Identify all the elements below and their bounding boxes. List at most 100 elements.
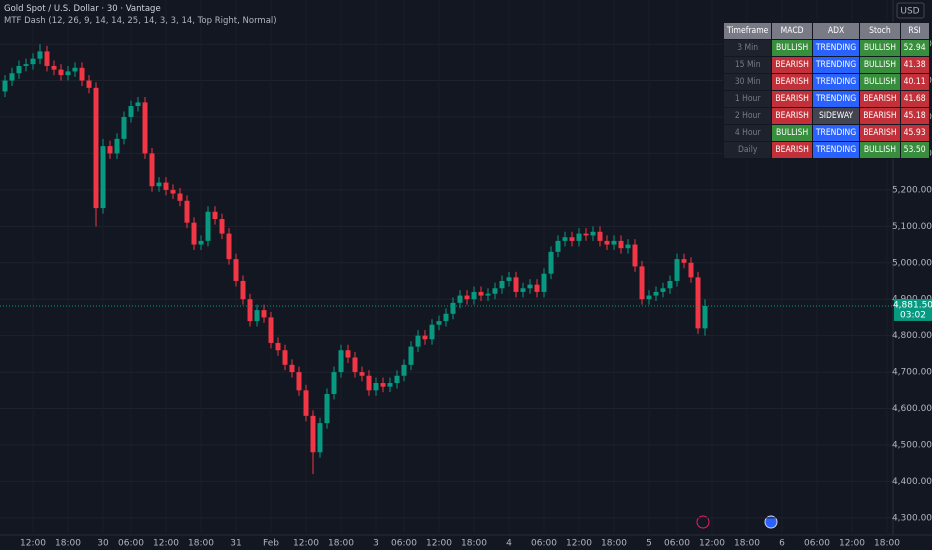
candle-body bbox=[576, 233, 582, 241]
candle-body bbox=[100, 146, 106, 209]
candle-body bbox=[380, 383, 386, 387]
signal-cell: BEARISH bbox=[771, 90, 813, 108]
dashboard-header-cell: ADX bbox=[811, 22, 861, 40]
x-tick-label: 31 bbox=[230, 539, 241, 549]
candle-body bbox=[415, 335, 421, 347]
y-tick-label: 4,500.00 bbox=[892, 440, 932, 450]
signal-cell: BULLISH bbox=[859, 56, 901, 74]
candle-body bbox=[331, 372, 337, 394]
dashboard-row: 4 Hour BULLISH TRENDING BEARISH 45.93 bbox=[722, 124, 930, 142]
candle-body bbox=[240, 280, 246, 300]
candle-body bbox=[569, 237, 575, 241]
candle-body bbox=[198, 240, 204, 245]
candle-body bbox=[464, 295, 470, 300]
candle-body bbox=[373, 383, 379, 391]
candle-body bbox=[184, 200, 190, 223]
timeframe-cell: 1 Hour bbox=[722, 90, 773, 108]
x-tick-label: 06:00 bbox=[804, 539, 830, 549]
candle-body bbox=[604, 240, 610, 245]
candle-body bbox=[681, 259, 687, 263]
candle-body bbox=[443, 313, 449, 322]
candle-body bbox=[555, 240, 561, 252]
timeframe-cell: 3 Min bbox=[722, 39, 773, 57]
signal-cell: TRENDING bbox=[811, 124, 861, 142]
x-tick-label: 18:00 bbox=[734, 539, 760, 549]
candle-body bbox=[142, 102, 148, 154]
dashboard-row: 30 Min BEARISH TRENDING BULLISH 40.11 bbox=[722, 73, 930, 91]
candle-body bbox=[639, 266, 645, 300]
candle-body bbox=[177, 193, 183, 201]
signal-cell: BULLISH bbox=[859, 73, 901, 91]
dashboard-header-cell: RSI bbox=[899, 22, 930, 40]
candle-body bbox=[135, 102, 141, 107]
dashboard-row: 1 Hour BEARISH TRENDING BEARISH 41.68 bbox=[722, 90, 930, 108]
candle-body bbox=[611, 240, 617, 245]
signal-cell: TRENDING bbox=[811, 141, 861, 159]
candle-body bbox=[527, 284, 533, 289]
x-tick-label: 6 bbox=[779, 539, 785, 549]
candle-body bbox=[457, 295, 463, 303]
candle-body bbox=[289, 364, 295, 373]
candle-body bbox=[541, 273, 547, 292]
timeframe-cell: 15 Min bbox=[722, 56, 773, 74]
signal-cell: 45.18 bbox=[899, 107, 930, 125]
candle-body bbox=[492, 288, 498, 294]
candle-body bbox=[121, 116, 127, 139]
candle-body bbox=[513, 277, 519, 292]
x-tick-label: 06:00 bbox=[664, 539, 690, 549]
x-tick-label: 18:00 bbox=[328, 539, 354, 549]
candle-body bbox=[562, 237, 568, 241]
event-icon[interactable] bbox=[696, 515, 710, 529]
candle-body bbox=[387, 383, 393, 387]
indicator-title: MTF Dash (12, 26, 9, 14, 14, 25, 14, 3, … bbox=[4, 16, 277, 26]
candle-body bbox=[436, 321, 442, 325]
candle-body bbox=[625, 244, 631, 249]
x-tick-label: 12:00 bbox=[566, 539, 592, 549]
candle-body bbox=[296, 372, 302, 391]
mtf-dashboard: Timeframe MACD ADX Stoch RSI 3 Min BULLISH TREN… bbox=[722, 22, 930, 159]
candle-body bbox=[674, 259, 680, 281]
candle-body bbox=[226, 233, 232, 260]
candle-body bbox=[324, 393, 330, 424]
signal-cell: 41.68 bbox=[899, 90, 930, 108]
candle-body bbox=[44, 51, 50, 66]
y-tick-label: 4,800.00 bbox=[892, 331, 932, 341]
candle-body bbox=[646, 295, 652, 300]
candle-body bbox=[422, 335, 428, 340]
candle-body bbox=[149, 153, 155, 187]
x-tick-label: 12:00 bbox=[20, 539, 46, 549]
x-tick-label: 12:00 bbox=[839, 539, 865, 549]
candle-body bbox=[667, 280, 673, 289]
candle-body bbox=[114, 138, 120, 154]
dashboard-row: 3 Min BULLISH TRENDING BULLISH 52.94 bbox=[722, 39, 930, 57]
x-tick-label: 06:00 bbox=[531, 539, 557, 549]
signal-cell: 52.94 bbox=[899, 39, 930, 57]
dashboard-row: 15 Min BEARISH TRENDING BULLISH 41.38 bbox=[722, 56, 930, 74]
candle-body bbox=[590, 231, 596, 236]
candle-body bbox=[653, 291, 659, 296]
x-tick-label: 3 bbox=[373, 539, 379, 549]
dashboard-row: 2 Hour BEARISH SIDEWAY BEARISH 45.18 bbox=[722, 107, 930, 125]
x-tick-label: 18:00 bbox=[601, 539, 627, 549]
candle-body bbox=[219, 219, 225, 234]
signal-cell: BULLISH bbox=[771, 124, 813, 142]
candle-body bbox=[408, 346, 414, 365]
x-tick-label: 12:00 bbox=[426, 539, 452, 549]
candle-body bbox=[702, 305, 708, 329]
event-icon[interactable] bbox=[764, 515, 778, 529]
signal-cell: TRENDING bbox=[811, 56, 861, 74]
signal-cell: BULLISH bbox=[859, 141, 901, 159]
candle-body bbox=[9, 73, 15, 81]
candle-body bbox=[583, 233, 589, 236]
candle-body bbox=[58, 69, 64, 76]
candle-body bbox=[282, 350, 288, 365]
currency-box[interactable] bbox=[896, 2, 925, 19]
candle-body bbox=[471, 291, 477, 300]
candle-body bbox=[86, 80, 92, 88]
signal-cell: SIDEWAY bbox=[811, 107, 861, 125]
signal-cell: BEARISH bbox=[859, 124, 901, 142]
candle-body bbox=[478, 291, 484, 296]
signal-cell: BULLISH bbox=[859, 39, 901, 57]
last-price-label: 4,881.50 bbox=[893, 300, 932, 310]
